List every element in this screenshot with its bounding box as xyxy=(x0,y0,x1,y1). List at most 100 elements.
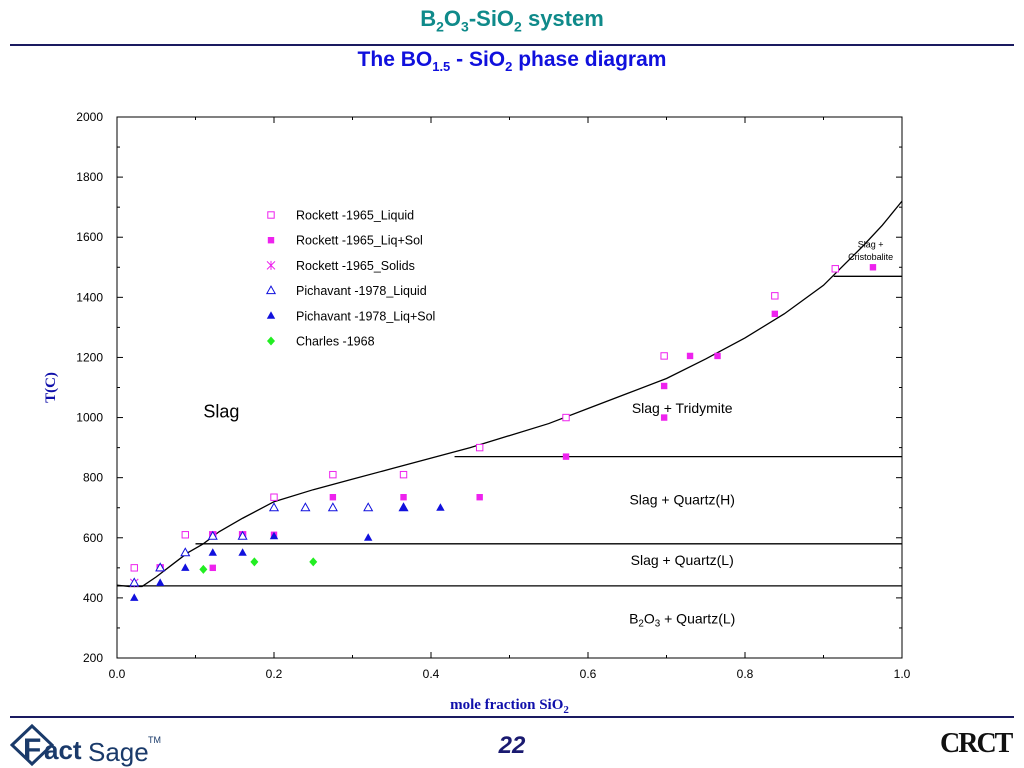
crct-logo: CRCT xyxy=(940,728,1014,759)
point-filled-square xyxy=(869,264,877,271)
point-filled-triangle xyxy=(399,503,408,511)
point-diamond xyxy=(250,557,259,567)
point-filled-square xyxy=(329,494,337,501)
subtitle-sub-15: 1.5 xyxy=(432,59,451,75)
y-axis-label: T(C) xyxy=(43,372,59,403)
factsage-tm: TM xyxy=(148,735,161,745)
slide-title: B2O3-SiO2 system xyxy=(0,6,1024,34)
y-tick-label: 200 xyxy=(83,651,103,665)
point-filled-square xyxy=(562,453,570,460)
point-open-triangle xyxy=(129,577,140,587)
point-filled-triangle xyxy=(436,503,445,511)
point-open-triangle xyxy=(207,530,218,540)
point-open-square xyxy=(267,211,275,219)
liquidus-line xyxy=(117,200,902,588)
point-filled-square xyxy=(476,494,483,501)
crct-logo-text: CRCT xyxy=(940,728,1014,759)
title-part-b: B xyxy=(420,6,437,31)
page-number: 22 xyxy=(498,732,526,759)
point-filled-square xyxy=(267,237,275,244)
point-filled-square xyxy=(400,494,407,501)
x-tick-label: 0.2 xyxy=(266,667,283,681)
y-tick-label: 800 xyxy=(83,471,103,485)
point-filled-triangle xyxy=(238,548,247,556)
factsage-logo: F act Sage TM xyxy=(10,723,161,767)
subtitle-part-rest: phase diagram xyxy=(512,48,667,71)
x-tick-label: 0.6 xyxy=(580,667,597,681)
point-diamond xyxy=(199,564,208,574)
point-filled-triangle xyxy=(269,531,279,540)
factsage-diamond-icon xyxy=(10,723,55,767)
series-rockett-liqsol xyxy=(156,264,877,572)
region-label: Slag + Quartz(H) xyxy=(629,492,734,508)
y-tick-label: 400 xyxy=(83,591,103,605)
phase-lines xyxy=(117,200,902,588)
legend-entry: Pichavant -1978_Liquid xyxy=(296,284,427,298)
slide-subtitle: The BO1.5 - SiO2 phase diagram xyxy=(0,48,1024,74)
plot-frame xyxy=(116,116,903,659)
point-open-square xyxy=(831,265,839,273)
point-open-square xyxy=(399,470,408,479)
factsage-word-1: act xyxy=(44,735,82,765)
title-sub-2b: 2 xyxy=(514,18,522,35)
point-open-square xyxy=(562,413,570,422)
point-open-triangle xyxy=(237,530,248,540)
point-open-square xyxy=(771,292,779,300)
x-axis-label: mole fraction SiO2 xyxy=(450,697,569,716)
y-tick-label: 1000 xyxy=(76,411,103,425)
subtitle-part-sio: - SiO xyxy=(450,48,506,71)
region-label: Cristobalite xyxy=(848,252,893,262)
factsage-word-2: Sage xyxy=(88,737,149,767)
point-filled-square xyxy=(660,382,668,390)
region-label: Slag + xyxy=(858,240,884,250)
x-tick-label: 0.4 xyxy=(423,667,440,681)
title-rule xyxy=(10,44,1014,46)
point-filled-square xyxy=(660,414,668,421)
legend-entry: Charles -1968 xyxy=(296,335,375,349)
point-open-square xyxy=(270,493,278,501)
point-open-triangle xyxy=(180,547,191,557)
point-open-square xyxy=(181,531,189,539)
phase-diagram-chart: 200 400 600 800 1000 1200 1400 1600 1800 2000 0.0 0… xyxy=(43,110,911,716)
title-part-o: O xyxy=(443,6,462,31)
point-filled-square xyxy=(209,564,216,572)
point-filled-triangle xyxy=(266,311,276,319)
point-open-square xyxy=(329,470,337,479)
point-filled-triangle xyxy=(208,548,217,556)
point-filled-square xyxy=(686,352,694,360)
y-tick-label: 600 xyxy=(83,531,103,545)
point-filled-square xyxy=(771,310,779,318)
title-part-system: system xyxy=(521,6,604,31)
point-filled-triangle xyxy=(364,533,373,541)
subtitle-sub-2: 2 xyxy=(505,59,513,75)
footer-rule xyxy=(10,716,1014,718)
region-label: Slag + Quartz(L) xyxy=(631,552,734,568)
point-filled-triangle xyxy=(155,578,165,586)
point-diamond xyxy=(309,557,318,567)
point-open-triangle xyxy=(300,502,311,512)
point-diamond xyxy=(267,336,275,346)
point-open-triangle xyxy=(268,502,280,512)
y-tick-label: 1800 xyxy=(76,170,103,184)
series-charles xyxy=(199,557,318,574)
point-asterisk xyxy=(266,260,276,270)
subtitle-part-bo: The BO xyxy=(357,48,433,71)
x-tick-label: 1.0 xyxy=(894,667,911,681)
legend: Rockett -1965_Liquid Rockett -1965_Liq+So… xyxy=(265,209,435,349)
title-sub-3: 3 xyxy=(461,18,469,35)
title-sub-2: 2 xyxy=(436,18,444,35)
point-open-square xyxy=(660,352,668,360)
point-filled-square xyxy=(714,352,721,360)
x-tick-label: 0.0 xyxy=(109,667,126,681)
y-tick-label: 1600 xyxy=(76,230,103,244)
point-open-square xyxy=(130,564,138,572)
point-open-square xyxy=(475,443,484,452)
point-filled-triangle xyxy=(181,563,190,571)
x-tick-label: 0.8 xyxy=(737,667,754,681)
y-tick-label: 2000 xyxy=(76,110,103,124)
title-part-sio: -SiO xyxy=(468,6,515,31)
region-label: B2O3 + Quartz(L) xyxy=(629,610,735,629)
point-open-triangle xyxy=(327,502,338,512)
factsage-letter: F xyxy=(23,733,41,766)
legend-entry: Rockett -1965_Liquid xyxy=(296,209,414,223)
